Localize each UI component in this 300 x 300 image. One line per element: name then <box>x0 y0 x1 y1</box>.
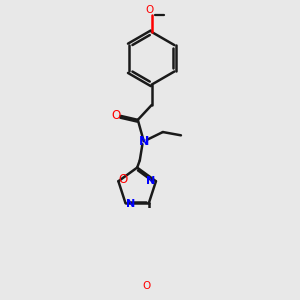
Text: O: O <box>145 4 154 14</box>
Text: N: N <box>146 176 155 186</box>
Text: O: O <box>119 173 128 186</box>
Text: N: N <box>126 199 135 209</box>
Text: O: O <box>142 281 151 291</box>
Text: O: O <box>112 110 121 122</box>
Text: N: N <box>139 135 149 148</box>
